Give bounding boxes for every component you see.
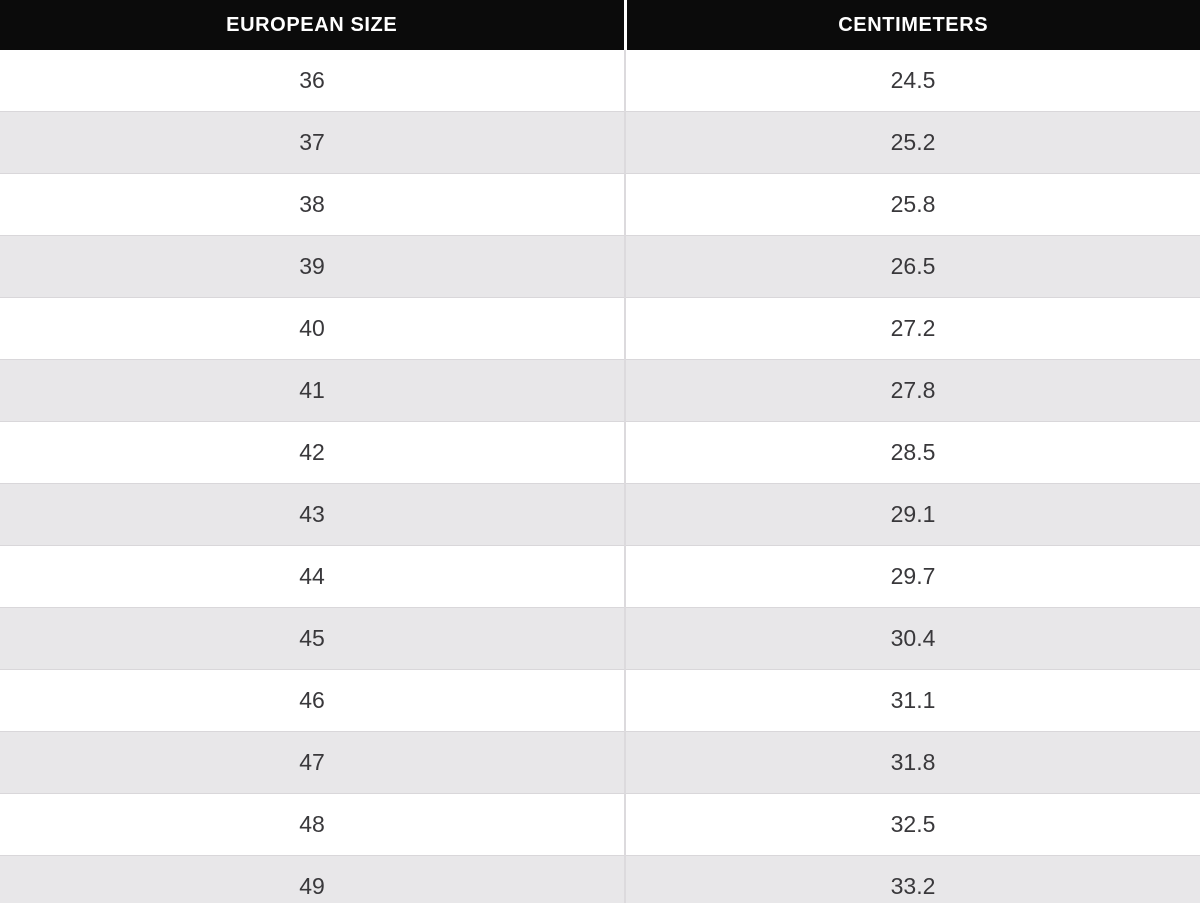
header-row: EUROPEAN SIZE CENTIMETERS (0, 0, 1200, 50)
cm-cell: 24.5 (624, 50, 1200, 112)
table-body: 36 24.5 37 25.2 38 25.8 39 26.5 40 27.2 … (0, 50, 1200, 903)
table-row: 39 26.5 (0, 235, 1200, 298)
size-cell: 47 (0, 731, 625, 794)
table-row: 48 32.5 (0, 793, 1200, 856)
table-row: 37 25.2 (0, 111, 1200, 174)
cm-cell: 28.5 (624, 421, 1200, 484)
table-row: 46 31.1 (0, 669, 1200, 732)
cm-cell: 27.2 (624, 297, 1200, 360)
cm-cell: 25.8 (624, 173, 1200, 236)
table-row: 45 30.4 (0, 607, 1200, 670)
table-row: 43 29.1 (0, 483, 1200, 546)
size-cell: 49 (0, 855, 625, 903)
table-row: 44 29.7 (0, 545, 1200, 608)
cm-cell: 29.7 (624, 545, 1200, 608)
table-row: 41 27.8 (0, 359, 1200, 422)
table-row: 40 27.2 (0, 297, 1200, 360)
cm-cell: 26.5 (624, 235, 1200, 298)
size-cell: 45 (0, 607, 625, 670)
table-header: EUROPEAN SIZE CENTIMETERS (0, 0, 1200, 50)
size-cell: 41 (0, 359, 625, 422)
size-cell: 48 (0, 793, 625, 856)
cm-cell: 31.1 (624, 669, 1200, 732)
table-row: 42 28.5 (0, 421, 1200, 484)
size-cell: 38 (0, 173, 625, 236)
size-cell: 37 (0, 111, 625, 174)
table-row: 38 25.8 (0, 173, 1200, 236)
size-cell: 39 (0, 235, 625, 298)
size-cell: 43 (0, 483, 625, 546)
size-cell: 46 (0, 669, 625, 732)
size-cell: 44 (0, 545, 625, 608)
size-cell: 36 (299, 67, 325, 93)
cm-cell: 30.4 (624, 607, 1200, 670)
column-header-european-size: EUROPEAN SIZE (0, 0, 625, 50)
cm-cell: 33.2 (624, 855, 1200, 903)
size-cell: 42 (0, 421, 625, 484)
cm-cell: 29.1 (624, 483, 1200, 546)
cm-cell: 31.8 (624, 731, 1200, 794)
size-cell: 40 (0, 297, 625, 360)
cm-cell: 32.5 (624, 793, 1200, 856)
cm-cell: 27.8 (624, 359, 1200, 422)
column-header-centimeters: CENTIMETERS (623, 0, 1200, 50)
table-row: 49 33.2 (0, 855, 1200, 903)
table-row: 36 24.5 (0, 50, 1200, 112)
table-row: 47 31.8 (0, 731, 1200, 794)
cm-cell: 25.2 (624, 111, 1200, 174)
